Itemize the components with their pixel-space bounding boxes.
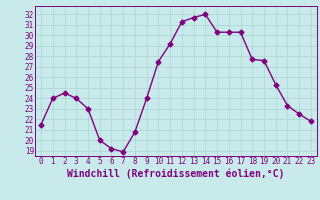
- X-axis label: Windchill (Refroidissement éolien,°C): Windchill (Refroidissement éolien,°C): [67, 169, 285, 179]
